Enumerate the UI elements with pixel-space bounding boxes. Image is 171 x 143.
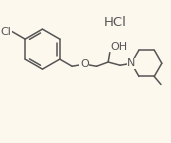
Text: Cl: Cl	[0, 26, 11, 36]
Text: HCl: HCl	[103, 16, 126, 29]
Text: OH: OH	[111, 42, 128, 52]
Text: O: O	[80, 59, 89, 69]
Text: N: N	[127, 58, 136, 68]
